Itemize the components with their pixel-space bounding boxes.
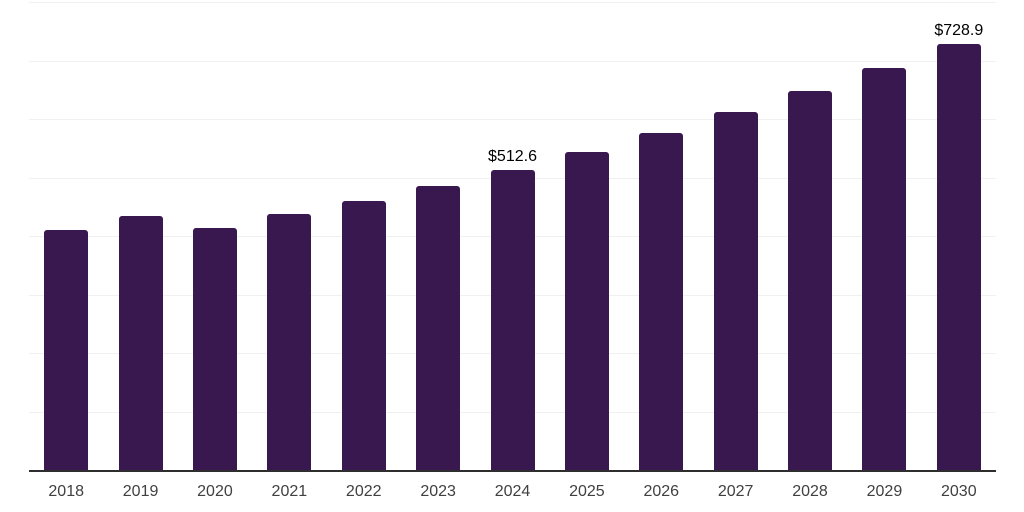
bar-2030 bbox=[936, 43, 981, 470]
x-tick-label-2030: 2030 bbox=[941, 483, 977, 500]
bar-2019 bbox=[118, 216, 163, 470]
x-axis-line bbox=[29, 470, 996, 472]
bar-value-label-2024: $512.6 bbox=[488, 148, 537, 166]
x-tick-label-2023: 2023 bbox=[420, 483, 456, 500]
x-tick-label-2027: 2027 bbox=[717, 483, 754, 500]
gridline bbox=[29, 60, 996, 62]
x-tick-label-2026: 2026 bbox=[643, 483, 680, 500]
bar-2021 bbox=[267, 214, 312, 470]
x-tick-label-2029: 2029 bbox=[866, 483, 903, 500]
x-tick-label-2018: 2018 bbox=[48, 483, 84, 500]
bar-2025 bbox=[564, 152, 609, 470]
x-tick-label-2021: 2021 bbox=[271, 483, 308, 500]
x-tick-label-2019: 2019 bbox=[122, 483, 159, 500]
bar-2028 bbox=[788, 90, 833, 470]
bar-2022 bbox=[341, 201, 386, 470]
x-tick-label-2022: 2022 bbox=[345, 483, 382, 500]
bar-2018 bbox=[44, 229, 89, 470]
bar-2023 bbox=[416, 185, 461, 470]
x-tick-label-2024: 2024 bbox=[494, 483, 531, 500]
x-tick-label-2028: 2028 bbox=[792, 483, 828, 500]
gridline bbox=[29, 119, 996, 120]
bar-2027 bbox=[713, 112, 758, 470]
x-tick-label-2025: 2025 bbox=[569, 483, 605, 500]
plot-area: $512.6 $728.9 bbox=[29, 2, 996, 472]
bar-2026 bbox=[639, 132, 684, 470]
x-axis-labels: 2018 2019 2020 2021 2022 2023 2024 2025 2026 2027… bbox=[29, 470, 996, 512]
bar-value-label-2030: $728.9 bbox=[934, 21, 984, 39]
gridline bbox=[29, 2, 996, 3]
bar-2020 bbox=[192, 228, 237, 470]
bar-2029 bbox=[862, 67, 907, 470]
x-tick-label-2020: 2020 bbox=[197, 483, 233, 500]
bar-2024 bbox=[490, 170, 535, 470]
